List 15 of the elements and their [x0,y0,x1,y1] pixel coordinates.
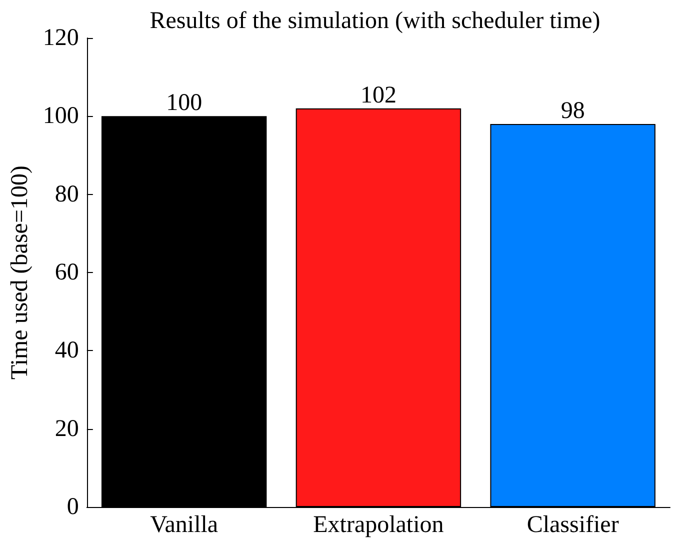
y-tick-label: 100 [42,103,79,130]
data-label: 98 [560,98,585,124]
chart-title: Results of the simulation (with scheduler time) [150,8,600,34]
y-axis-title: Time used (base=100) [7,166,33,380]
x-tick-label: Extrapolation [313,512,444,538]
y-tick-label: 40 [54,338,79,364]
x-tick-label: Vanilla [150,512,218,538]
data-label: 100 [166,90,202,116]
data-label: 102 [360,82,396,108]
y-tick-label: 60 [54,260,79,286]
y-tick-label: 20 [54,416,79,442]
y-tick-label: 80 [54,181,79,208]
y-tick-label: 0 [66,494,79,520]
x-tick-label: Classifier [526,512,619,538]
y-tick-label: 120 [42,25,79,51]
